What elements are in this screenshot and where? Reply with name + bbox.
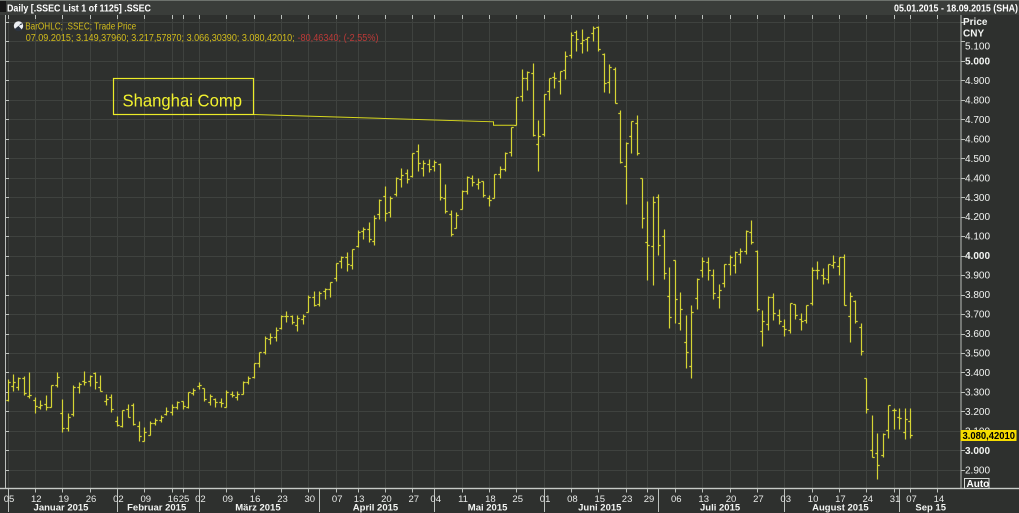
svg-text:3.200: 3.200	[965, 407, 990, 418]
svg-text:4.500: 4.500	[965, 154, 990, 165]
svg-text:Daily [.SSEC List 1 of 1125] .: Daily [.SSEC List 1 of 1125] .SSEC	[7, 4, 151, 15]
svg-text:5.000: 5.000	[965, 56, 990, 67]
svg-text:20: 20	[726, 494, 737, 505]
svg-text:15: 15	[595, 494, 606, 505]
svg-text:26: 26	[86, 494, 97, 505]
svg-text:3.800: 3.800	[965, 290, 990, 301]
svg-text:Juni 2015: Juni 2015	[578, 503, 622, 513]
svg-text:Auto: Auto	[967, 479, 990, 490]
svg-text:19: 19	[58, 494, 69, 505]
svg-text:4.600: 4.600	[965, 134, 990, 145]
svg-text:4.000: 4.000	[965, 251, 990, 262]
svg-text:4.200: 4.200	[965, 212, 990, 223]
svg-text:07: 07	[906, 494, 917, 505]
svg-text:Shanghai Comp: Shanghai Comp	[123, 91, 243, 111]
svg-text:18: 18	[485, 494, 496, 505]
svg-text:29: 29	[644, 494, 655, 505]
svg-text:02: 02	[113, 494, 124, 505]
svg-text:Sep 15: Sep 15	[915, 503, 946, 513]
svg-text:04: 04	[430, 494, 441, 505]
svg-text:05.01.2015 - 18.09.2015 (SHA): 05.01.2015 - 18.09.2015 (SHA)	[894, 4, 1018, 15]
svg-text:23: 23	[277, 494, 288, 505]
svg-text:3.500: 3.500	[965, 349, 990, 360]
svg-text:4.700: 4.700	[965, 115, 990, 126]
svg-text:Juli 2015: Juli 2015	[700, 503, 741, 513]
svg-text:April 2015: April 2015	[353, 503, 399, 513]
svg-text:16: 16	[250, 494, 261, 505]
svg-text:09: 09	[141, 494, 152, 505]
svg-text:07.09.2015; 3.149,37960; 3.217: 07.09.2015; 3.149,37960; 3.217,57870; 3.…	[26, 33, 295, 44]
svg-text:Januar 2015: Januar 2015	[34, 503, 90, 513]
svg-text:31: 31	[890, 494, 901, 505]
svg-text:17: 17	[835, 494, 846, 505]
svg-text:3.000: 3.000	[965, 446, 990, 457]
svg-text:24: 24	[863, 494, 874, 505]
svg-text:03: 03	[780, 494, 791, 505]
svg-text:3.900: 3.900	[965, 271, 990, 282]
svg-text:4.900: 4.900	[965, 76, 990, 87]
svg-text:3.600: 3.600	[965, 329, 990, 340]
svg-text:Februar 2015: Februar 2015	[127, 503, 187, 513]
svg-text:3.080,42010: 3.080,42010	[963, 430, 1016, 442]
svg-text:06: 06	[671, 494, 682, 505]
svg-text:CNY: CNY	[963, 29, 984, 40]
svg-text:14: 14	[934, 494, 945, 505]
svg-text:5.100: 5.100	[965, 41, 990, 52]
svg-text:BarOHLC; .SSEC; Trade Price: BarOHLC; .SSEC; Trade Price	[25, 22, 136, 33]
svg-text:Price: Price	[963, 17, 988, 28]
svg-text:Mai 2015: Mai 2015	[468, 503, 508, 513]
svg-text:4.100: 4.100	[965, 232, 990, 243]
svg-text:März 2015: März 2015	[235, 503, 281, 513]
svg-text:09: 09	[223, 494, 234, 505]
svg-text:30: 30	[305, 494, 316, 505]
svg-text:25: 25	[179, 494, 190, 505]
svg-text:13: 13	[354, 494, 365, 505]
svg-text:3.400: 3.400	[965, 368, 990, 379]
svg-text:20: 20	[381, 494, 392, 505]
svg-text:10: 10	[808, 494, 819, 505]
svg-text:3.700: 3.700	[965, 310, 990, 321]
svg-text:01: 01	[540, 494, 551, 505]
svg-text:27: 27	[753, 494, 764, 505]
svg-text:05: 05	[4, 494, 15, 505]
svg-text:11: 11	[458, 494, 468, 505]
svg-text:4.300: 4.300	[965, 193, 990, 204]
svg-text:4.400: 4.400	[965, 173, 990, 184]
svg-text:4.800: 4.800	[965, 95, 990, 106]
svg-text:08: 08	[567, 494, 578, 505]
svg-text:27: 27	[409, 494, 420, 505]
svg-text:12: 12	[31, 494, 42, 505]
svg-text:23: 23	[622, 494, 633, 505]
svg-text:16: 16	[168, 494, 179, 505]
svg-text:02: 02	[195, 494, 206, 505]
svg-text:2.900: 2.900	[965, 466, 990, 477]
svg-text:13: 13	[698, 494, 709, 505]
svg-text:August 2015: August 2015	[812, 503, 869, 513]
svg-text:07: 07	[332, 494, 343, 505]
svg-text:25: 25	[512, 494, 523, 505]
svg-text:3.300: 3.300	[965, 388, 990, 399]
svg-text:-80,46340; (-2,55%): -80,46340; (-2,55%)	[298, 33, 379, 44]
